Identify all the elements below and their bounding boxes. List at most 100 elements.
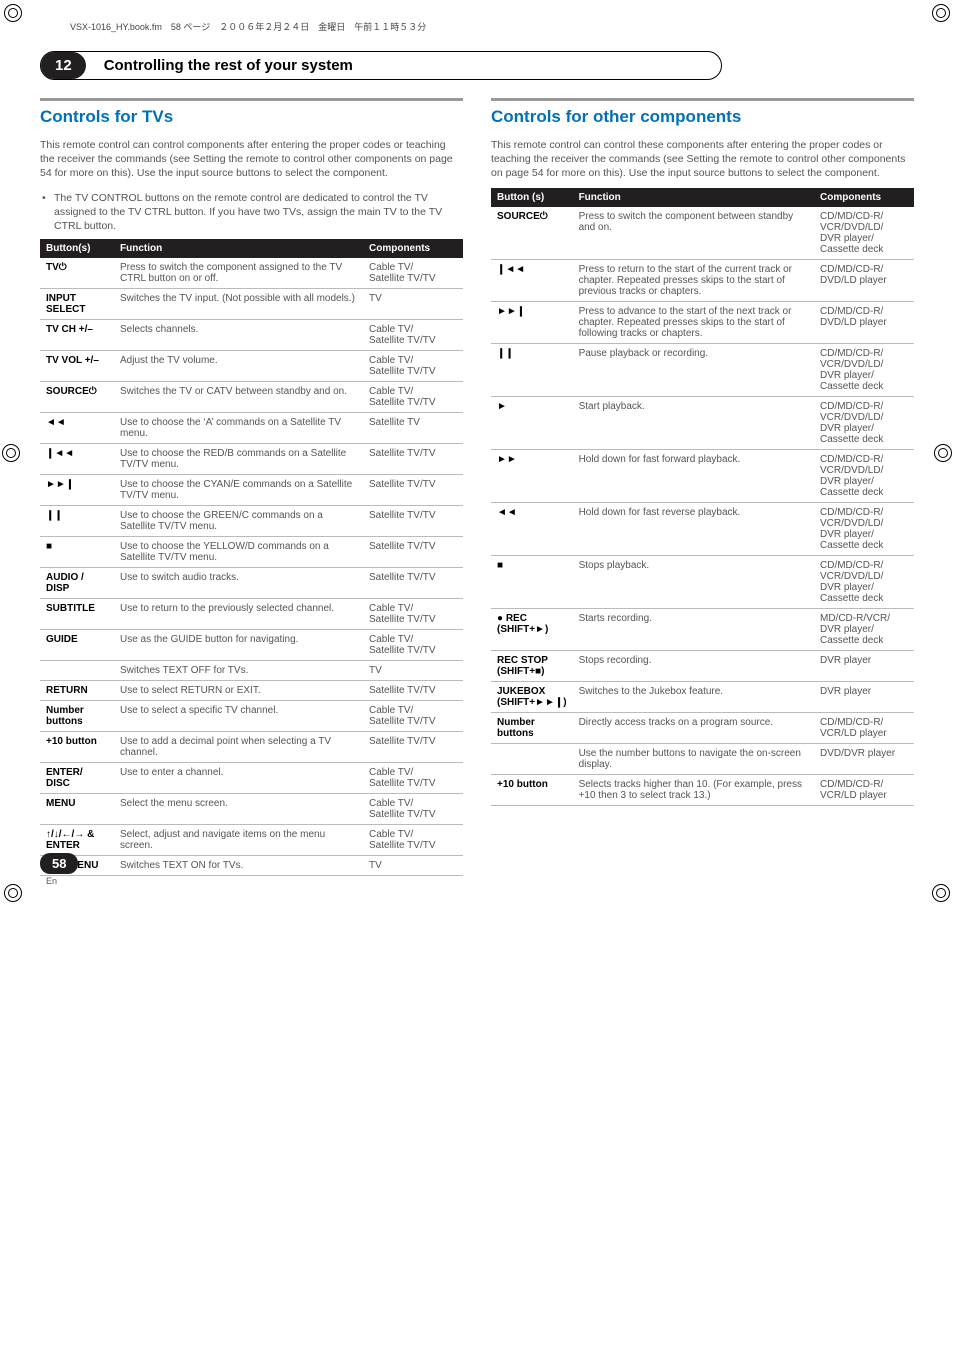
cell-components: Cable TV/ Satellite TV/TV <box>363 630 463 661</box>
columns: Controls for TVs This remote control can… <box>40 98 914 876</box>
page-lang: En <box>46 876 57 886</box>
table-row: ►►❙Press to advance to the start of the … <box>491 302 914 344</box>
cell-components: CD/MD/CD-R/ VCR/DVD/LD/ DVR player/ Cass… <box>814 556 914 609</box>
section-heading-tvs: Controls for TVs <box>40 98 463 127</box>
cell-function: Use to switch audio tracks. <box>114 568 363 599</box>
table-row: ■Use to choose the YELLOW/D commands on … <box>40 537 463 568</box>
cell-function: Selects tracks higher than 10. (For exam… <box>573 775 814 806</box>
registration-mark <box>932 4 950 22</box>
cell-components: CD/MD/CD-R/ VCR/DVD/LD/ DVR player/ Cass… <box>814 207 914 260</box>
cell-function: Use to choose the RED/B commands on a Sa… <box>114 444 363 475</box>
registration-mark <box>934 444 952 462</box>
cell-button: TV VOL +/– <box>40 351 114 382</box>
table-row: Use the number buttons to navigate the o… <box>491 744 914 775</box>
cell-components: Satellite TV/TV <box>363 681 463 701</box>
cell-function: Adjust the TV volume. <box>114 351 363 382</box>
cell-components: Cable TV/ Satellite TV/TV <box>363 351 463 382</box>
table-row: RETURNUse to select RETURN or EXIT.Satel… <box>40 681 463 701</box>
cell-components: Cable TV/ Satellite TV/TV <box>363 320 463 351</box>
section-heading-other: Controls for other components <box>491 98 914 127</box>
cell-components: Cable TV/ Satellite TV/TV <box>363 382 463 413</box>
registration-mark <box>4 884 22 902</box>
cell-button: ■ <box>491 556 573 609</box>
cell-function: Use the number buttons to navigate the o… <box>573 744 814 775</box>
table-row: ■Stops playback.CD/MD/CD-R/ VCR/DVD/LD/ … <box>491 556 914 609</box>
table-row: MENUSelect the menu screen.Cable TV/ Sat… <box>40 794 463 825</box>
cell-button: ◄◄ <box>40 413 114 444</box>
cell-components: CD/MD/CD-R/ VCR/DVD/LD/ DVR player/ Cass… <box>814 503 914 556</box>
registration-mark <box>2 444 20 462</box>
chapter-number-badge: 12 <box>41 52 86 79</box>
cell-function: Stops recording. <box>573 651 814 682</box>
registration-mark <box>4 4 22 22</box>
cell-function: Stops playback. <box>573 556 814 609</box>
cell-components: Satellite TV <box>363 413 463 444</box>
cell-function: Use to enter a channel. <box>114 763 363 794</box>
th-components: Components <box>814 188 914 207</box>
registration-mark <box>932 884 950 902</box>
chapter-pill: 12 Controlling the rest of your system <box>40 51 722 80</box>
cell-components: Cable TV/ Satellite TV/TV <box>363 825 463 856</box>
cell-button: ■ <box>40 537 114 568</box>
cell-button: SUBTITLE <box>40 599 114 630</box>
cell-function: Selects channels. <box>114 320 363 351</box>
cell-components: TV <box>363 856 463 876</box>
cell-components: TV <box>363 661 463 681</box>
cell-components: TV <box>363 289 463 320</box>
cell-function: Hold down for fast reverse playback. <box>573 503 814 556</box>
cell-button: ❙❙ <box>491 344 573 397</box>
table-row: INPUT SELECTSwitches the TV input. (Not … <box>40 289 463 320</box>
cell-button: TV⏻ <box>40 258 114 289</box>
cell-button: JUKEBOX (SHIFT+►►❙) <box>491 682 573 713</box>
table-row: ►►Hold down for fast forward playback.CD… <box>491 450 914 503</box>
cell-button: RETURN <box>40 681 114 701</box>
cell-function: Use as the GUIDE button for navigating. <box>114 630 363 661</box>
cell-button: Number buttons <box>40 701 114 732</box>
table-row: ◄◄Hold down for fast reverse playback.CD… <box>491 503 914 556</box>
cell-function: Switches the TV or CATV between standby … <box>114 382 363 413</box>
th-components: Components <box>363 239 463 258</box>
cell-button: MENU <box>40 794 114 825</box>
cell-button: TV CH +/– <box>40 320 114 351</box>
cell-components: DVD/DVR player <box>814 744 914 775</box>
cell-components: CD/MD/CD-R/ DVD/LD player <box>814 302 914 344</box>
cell-components: Satellite TV/TV <box>363 537 463 568</box>
cell-components: CD/MD/CD-R/ DVD/LD player <box>814 260 914 302</box>
cell-button: ► <box>491 397 573 450</box>
cell-components: DVR player <box>814 682 914 713</box>
cell-components: Satellite TV/TV <box>363 475 463 506</box>
table-row: ❙◄◄Use to choose the RED/B commands on a… <box>40 444 463 475</box>
cell-button: AUDIO / DISP <box>40 568 114 599</box>
table-row: ❙❙Pause playback or recording.CD/MD/CD-R… <box>491 344 914 397</box>
table-row: TV⏻Press to switch the component assigne… <box>40 258 463 289</box>
cell-button: ❙◄◄ <box>491 260 573 302</box>
cell-function: Pause playback or recording. <box>573 344 814 397</box>
table-row: +10 buttonSelects tracks higher than 10.… <box>491 775 914 806</box>
cell-components: Satellite TV/TV <box>363 506 463 537</box>
cell-components: Satellite TV/TV <box>363 568 463 599</box>
cell-button: REC STOP (SHIFT+■) <box>491 651 573 682</box>
th-buttons: Button (s) <box>491 188 573 207</box>
cell-components: CD/MD/CD-R/ VCR/DVD/LD/ DVR player/ Cass… <box>814 397 914 450</box>
cell-button: +10 button <box>40 732 114 763</box>
cell-components: Cable TV/ Satellite TV/TV <box>363 701 463 732</box>
table-row: SOURCE⏻Switches the TV or CATV between s… <box>40 382 463 413</box>
cell-button: ↑/↓/←/→ & ENTER <box>40 825 114 856</box>
cell-components: MD/CD-R/VCR/ DVR player/ Cassette deck <box>814 609 914 651</box>
cell-button: ❙◄◄ <box>40 444 114 475</box>
cell-components: CD/MD/CD-R/ VCR/LD player <box>814 713 914 744</box>
cell-button <box>40 661 114 681</box>
page-number-badge: 58 <box>40 853 78 874</box>
th-function: Function <box>573 188 814 207</box>
chapter-header: 12 Controlling the rest of your system <box>40 51 914 80</box>
table-row: ❙❙Use to choose the GREEN/C commands on … <box>40 506 463 537</box>
cell-button: GUIDE <box>40 630 114 661</box>
table-row: Switches TEXT OFF for TVs.TV <box>40 661 463 681</box>
table-row: TV VOL +/–Adjust the TV volume.Cable TV/… <box>40 351 463 382</box>
cell-function: Starts recording. <box>573 609 814 651</box>
cell-components: CD/MD/CD-R/ VCR/DVD/LD/ DVR player/ Cass… <box>814 450 914 503</box>
table-row: +10 buttonUse to add a decimal point whe… <box>40 732 463 763</box>
table-row: ENTER/ DISCUse to enter a channel.Cable … <box>40 763 463 794</box>
table-row: ►►❙Use to choose the CYAN/E commands on … <box>40 475 463 506</box>
cell-button <box>491 744 573 775</box>
